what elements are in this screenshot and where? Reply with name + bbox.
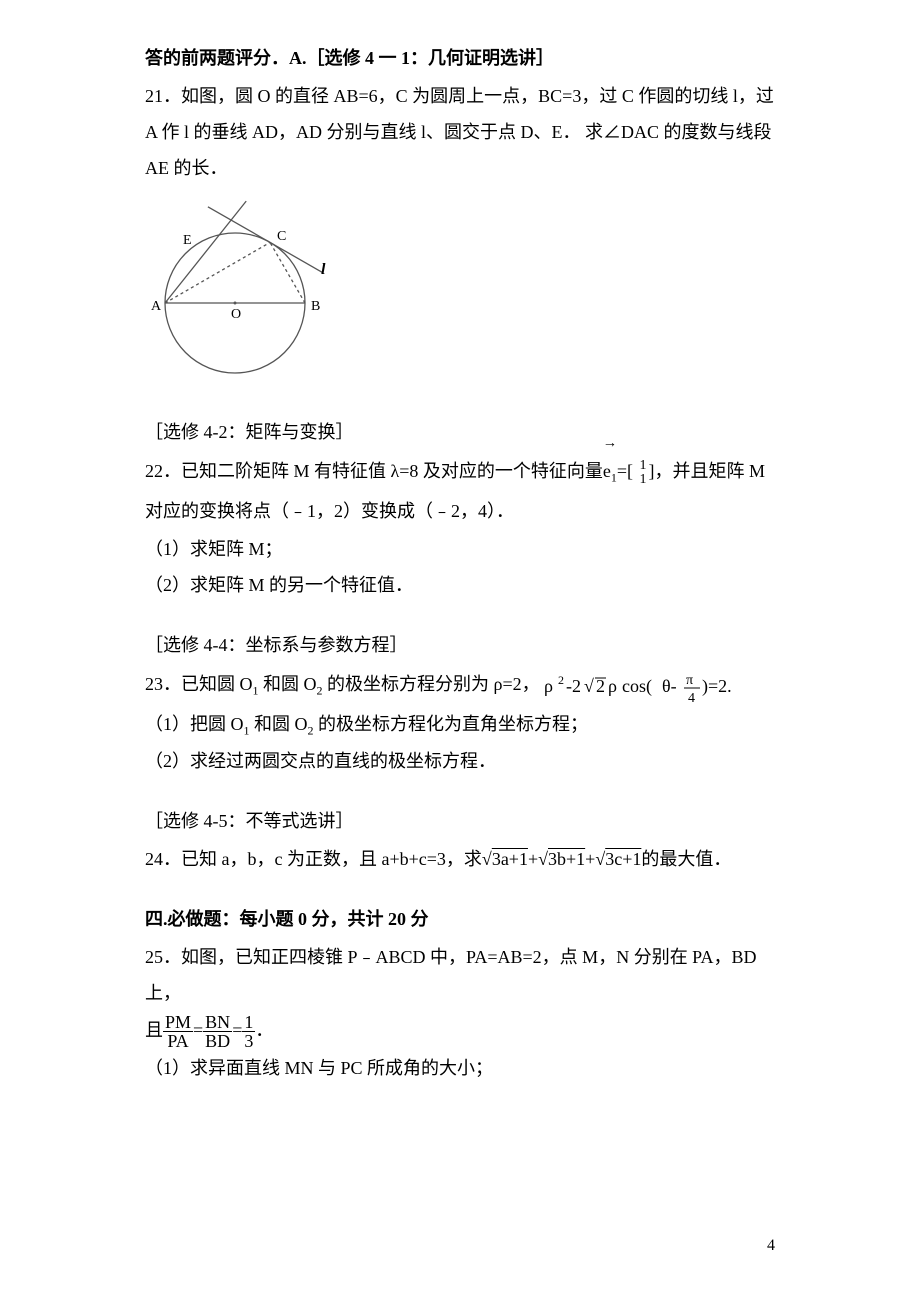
svg-text:ρ: ρ: [608, 676, 617, 696]
p23-sub1: （1）把圆 O1 和圆 O2 的极坐标方程化为直角坐标方程；: [145, 706, 775, 743]
svg-text:θ-: θ-: [662, 676, 677, 696]
p25-sub1: （1）求异面直线 MN 与 PC 所成角的大小；: [145, 1050, 775, 1086]
p24-text: 24．已知 a，b，c 为正数，且 a+b+c=3，求√3a+1+√3b+1+√…: [145, 841, 775, 877]
problem-22: ［选修 4-2：矩阵与变换］ 22．已知二阶矩阵 M 有特征值 λ=8 及对应的…: [145, 414, 775, 603]
problem-24: ［选修 4-5：不等式选讲］ 24．已知 a，b，c 为正数，且 a+b+c=3…: [145, 803, 775, 877]
svg-text:4: 4: [688, 691, 695, 706]
p25-fraction-line: 且PMPA=BNBD=13．: [145, 1011, 775, 1051]
p22-sub1: （1）求矩阵 M；: [145, 531, 775, 567]
svg-text:D: D: [241, 198, 251, 202]
svg-text:B: B: [311, 299, 320, 314]
section4-heading: 四.必做题：每小题 0 分，共计 20 分: [145, 901, 775, 937]
svg-text:2: 2: [558, 673, 564, 687]
frac-1-3: 13: [242, 1013, 255, 1050]
svg-text:-2: -2: [566, 676, 581, 696]
p22-heading: ［选修 4-2：矩阵与变换］: [145, 414, 775, 450]
polar-formula: ρ2-2√2ρcos(θ-π4)=2.: [540, 674, 770, 694]
svg-text:ρ: ρ: [544, 676, 553, 696]
section-4: 四.必做题：每小题 0 分，共计 20 分 25．如图，已知正四棱锥 P﹣ABC…: [145, 901, 775, 1087]
frac-pm-pa: PMPA: [163, 1013, 193, 1050]
sqrt-3a+1: √3a+1: [482, 849, 528, 869]
svg-text:l: l: [321, 261, 326, 278]
svg-text:A: A: [151, 299, 162, 314]
p23-sub2: （2）求经过两圆交点的直线的极坐标方程．: [145, 743, 775, 779]
svg-text:E: E: [183, 233, 192, 248]
problem-21-diagram: A B O C E Dl: [145, 198, 775, 390]
matrix-1-1: 11: [638, 459, 649, 487]
top-section-heading: 答的前两题评分．A.［选修 4 一 1：几何证明选讲］: [145, 40, 775, 76]
svg-text:cos(: cos(: [622, 676, 652, 697]
p25-text: 25．如图，已知正四棱锥 P﹣ABCD 中，PA=AB=2，点 M，N 分别在 …: [145, 939, 775, 1011]
p22-text: 22．已知二阶矩阵 M 有特征值 λ=8 及对应的一个特征向量e1=[ 11]，…: [145, 452, 775, 531]
p23-text: 23．已知圆 O1 和圆 O2 的极坐标方程分别为 ρ=2，ρ2-2√2ρcos…: [145, 665, 775, 706]
svg-text:√: √: [584, 676, 594, 696]
p22-sub2: （2）求矩阵 M 的另一个特征值．: [145, 567, 775, 603]
svg-text:C: C: [277, 229, 286, 244]
problem-21-text: 21．如图，圆 O 的直径 AB=6，C 为圆周上一点，BC=3，过 C 作圆的…: [145, 78, 775, 186]
circle-diagram-svg: A B O C E Dl: [145, 198, 345, 378]
svg-text:2: 2: [596, 676, 605, 696]
problem-21: 21．如图，圆 O 的直径 AB=6，C 为圆周上一点，BC=3，过 C 作圆的…: [145, 78, 775, 390]
svg-text:O: O: [231, 307, 241, 322]
page-number: 4: [767, 1230, 775, 1262]
problem-23: ［选修 4-4：坐标系与参数方程］ 23．已知圆 O1 和圆 O2 的极坐标方程…: [145, 627, 775, 778]
p23-heading: ［选修 4-4：坐标系与参数方程］: [145, 627, 775, 663]
svg-text:π: π: [686, 673, 693, 688]
sqrt-3c+1: √3c+1: [595, 849, 641, 869]
sqrt-3b+1: √3b+1: [538, 849, 585, 869]
p24-heading: ［选修 4-5：不等式选讲］: [145, 803, 775, 839]
svg-text:)=2.: )=2.: [702, 676, 732, 697]
frac-bn-bd: BNBD: [203, 1013, 232, 1050]
vector-e1: e1: [603, 452, 617, 492]
